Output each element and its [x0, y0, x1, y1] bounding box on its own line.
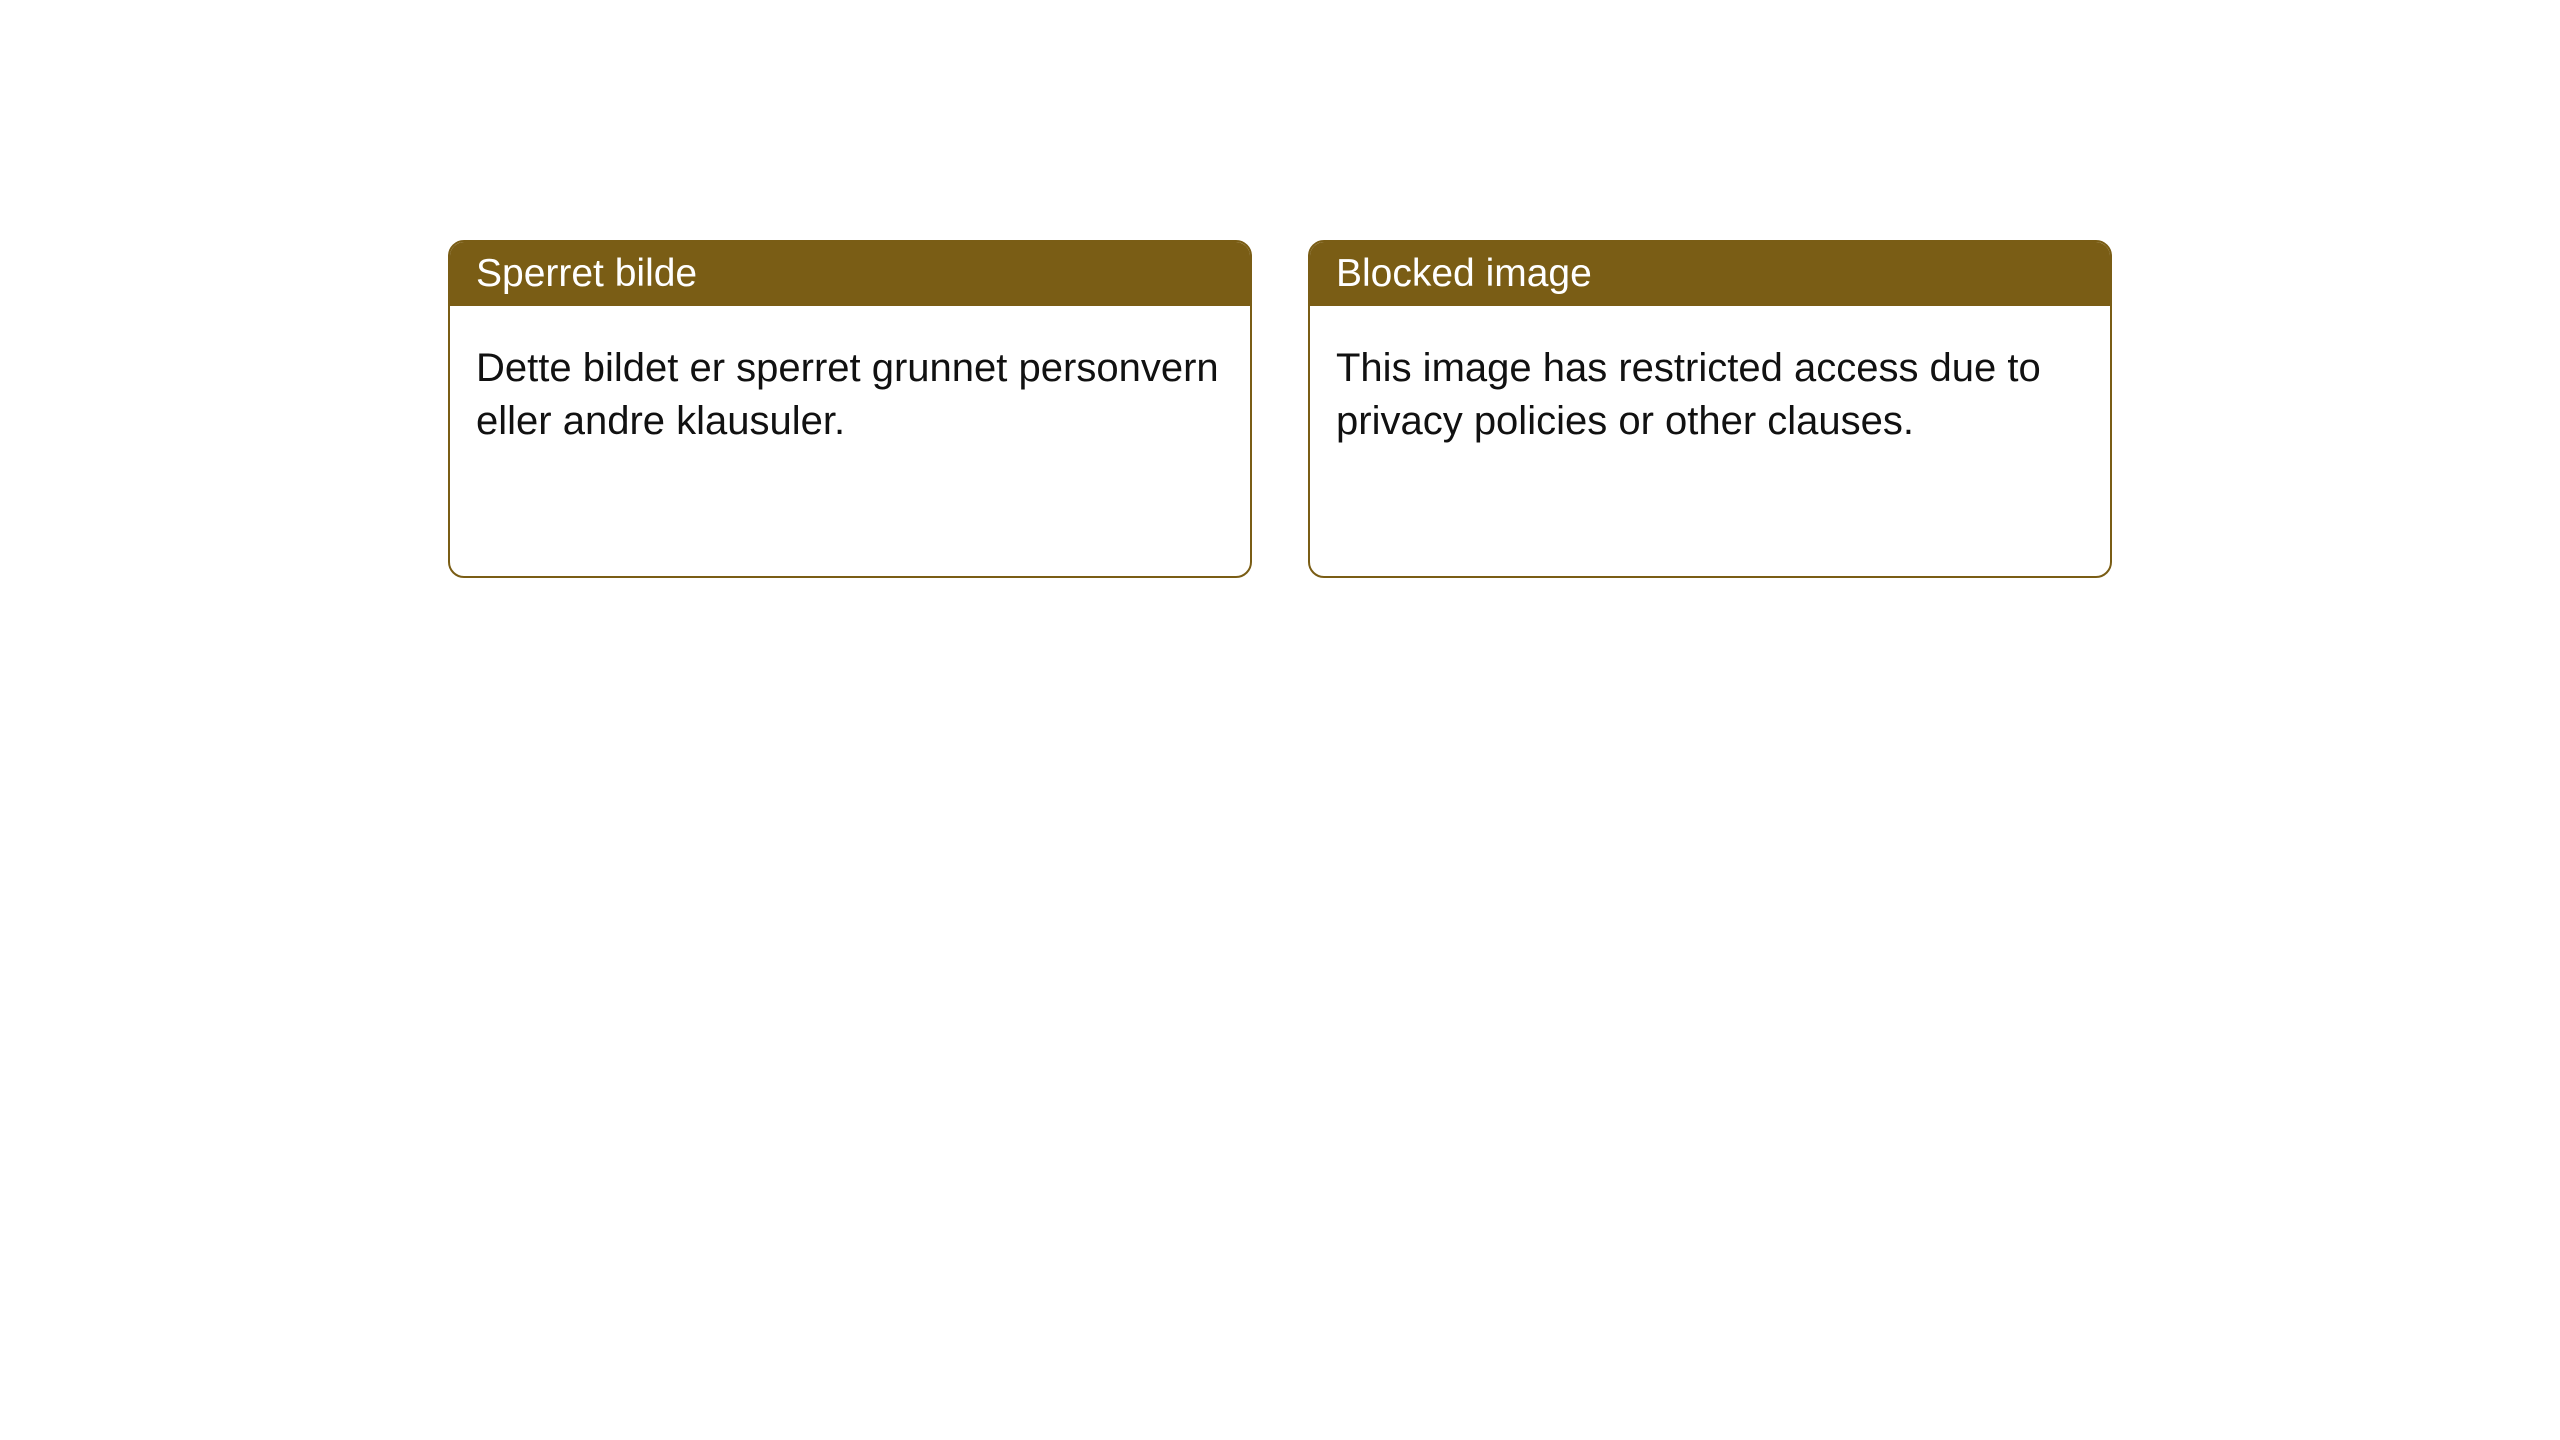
notice-card-body: This image has restricted access due to …	[1310, 306, 2110, 576]
notice-card-title: Sperret bilde	[476, 252, 697, 295]
notice-cards-row: Sperret bilde Dette bildet er sperret gr…	[0, 0, 2560, 578]
notice-card-header: Blocked image	[1310, 242, 2110, 306]
notice-card-text: Dette bildet er sperret grunnet personve…	[476, 342, 1224, 448]
notice-card-text: This image has restricted access due to …	[1336, 342, 2084, 448]
notice-card-body: Dette bildet er sperret grunnet personve…	[450, 306, 1250, 576]
notice-card-title: Blocked image	[1336, 252, 1592, 295]
notice-card-header: Sperret bilde	[450, 242, 1250, 306]
notice-card-norwegian: Sperret bilde Dette bildet er sperret gr…	[448, 240, 1252, 578]
notice-card-english: Blocked image This image has restricted …	[1308, 240, 2112, 578]
